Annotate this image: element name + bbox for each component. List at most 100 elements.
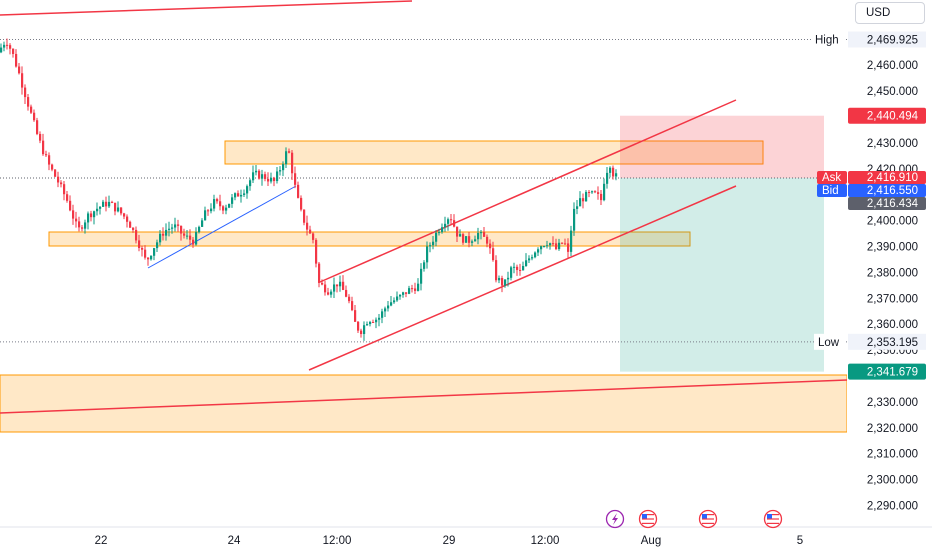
candle-body — [198, 226, 201, 233]
price-tick-label: 2,460.000 — [867, 60, 918, 72]
blue-trendline — [147, 185, 297, 269]
candle-body — [585, 191, 588, 202]
bid-label: Bid — [822, 185, 839, 197]
candle-body — [249, 180, 252, 187]
price-tick-label: 2,430.000 — [867, 138, 918, 150]
high-label-bg — [812, 31, 845, 48]
target-zone — [620, 115, 824, 179]
candle-body — [255, 170, 258, 173]
candle-body — [486, 236, 489, 244]
candle-body — [192, 239, 195, 245]
candle-body — [480, 232, 483, 234]
candle-body — [450, 219, 453, 221]
candle-body — [189, 235, 192, 240]
candle-body — [393, 300, 396, 303]
candle-body — [123, 213, 126, 217]
candle-body — [126, 216, 129, 222]
candle-body — [204, 210, 207, 221]
bid-value: 2,416.550 — [867, 185, 918, 197]
candle-body — [318, 263, 321, 283]
candle-body — [387, 305, 390, 309]
candle-body — [234, 193, 237, 198]
lightning-icon — [605, 509, 625, 529]
high-value-bg — [848, 31, 926, 48]
us-flag-stripe — [642, 518, 654, 520]
candle-body — [306, 222, 309, 230]
low-label-bg — [814, 333, 845, 350]
candle-body — [372, 321, 375, 323]
candle-body — [111, 201, 114, 203]
candle-body — [174, 224, 177, 228]
candle-body — [549, 243, 552, 246]
candle-body — [573, 208, 576, 231]
us-flag-stripe — [767, 518, 779, 520]
candle-body — [558, 242, 561, 250]
candle-body — [399, 294, 402, 297]
candle-body — [261, 174, 264, 179]
candle-body — [459, 234, 462, 237]
candle-body — [312, 233, 315, 240]
candle-body — [54, 169, 57, 177]
candle-body — [528, 258, 531, 261]
bid-value-tag — [848, 184, 926, 197]
candle-body — [570, 230, 573, 252]
candle-body — [537, 249, 540, 253]
candle-body — [390, 302, 393, 306]
us-flag-stripe — [767, 516, 779, 518]
candle-body — [252, 172, 255, 181]
candle-body — [477, 233, 480, 240]
candle-body — [219, 201, 222, 207]
candle-body — [297, 184, 300, 198]
time-axis: 22 24 12:00 29 12:00 Aug 5 — [0, 526, 932, 550]
ask-label: Ask — [822, 172, 841, 184]
candle-body — [591, 191, 594, 193]
ask-label-tag — [817, 171, 847, 184]
candle-body — [150, 255, 153, 260]
candle-body — [12, 48, 15, 54]
candle-body — [36, 120, 39, 134]
candle-body — [483, 232, 486, 237]
candle-body — [600, 193, 603, 201]
candle-body — [513, 266, 516, 268]
candle-body — [597, 192, 600, 194]
us-flag-icon — [698, 509, 718, 529]
candle-body — [456, 226, 459, 237]
candle-body — [153, 248, 156, 256]
candle-body — [522, 265, 525, 271]
candle-body — [432, 241, 435, 246]
candle-body — [57, 176, 60, 183]
candle-body — [273, 177, 276, 182]
price-tick-label: 2,400.000 — [867, 216, 918, 228]
candle-body — [96, 208, 99, 212]
currency-label: USD — [866, 7, 891, 19]
stop-tag — [848, 363, 926, 380]
candle-body — [315, 239, 318, 264]
candle-body — [495, 260, 498, 281]
candle-body — [159, 233, 162, 243]
candle-body — [465, 236, 468, 243]
lower-trendline — [0, 379, 848, 414]
candle-body — [423, 262, 426, 269]
candle-body — [414, 288, 417, 291]
candle-body — [369, 321, 372, 325]
candle-body — [516, 266, 519, 270]
candle-body — [81, 227, 84, 229]
candle-body — [525, 260, 528, 266]
ask-value-tag — [848, 171, 926, 184]
candle-body — [321, 282, 324, 285]
currency-button[interactable]: USD — [855, 2, 925, 24]
candle-body — [579, 198, 582, 207]
candle-body — [309, 229, 312, 234]
time-axis-bg — [0, 527, 932, 550]
us-flag-stripe — [642, 520, 654, 522]
candle-body — [42, 140, 45, 155]
candle-body — [300, 197, 303, 210]
candle-body — [216, 199, 219, 202]
take-profit-value: 2,440.494 — [867, 111, 919, 123]
last-price-tag — [848, 197, 926, 210]
candle-body — [45, 154, 48, 156]
candle-body — [147, 257, 150, 260]
support-zone — [48, 231, 691, 247]
